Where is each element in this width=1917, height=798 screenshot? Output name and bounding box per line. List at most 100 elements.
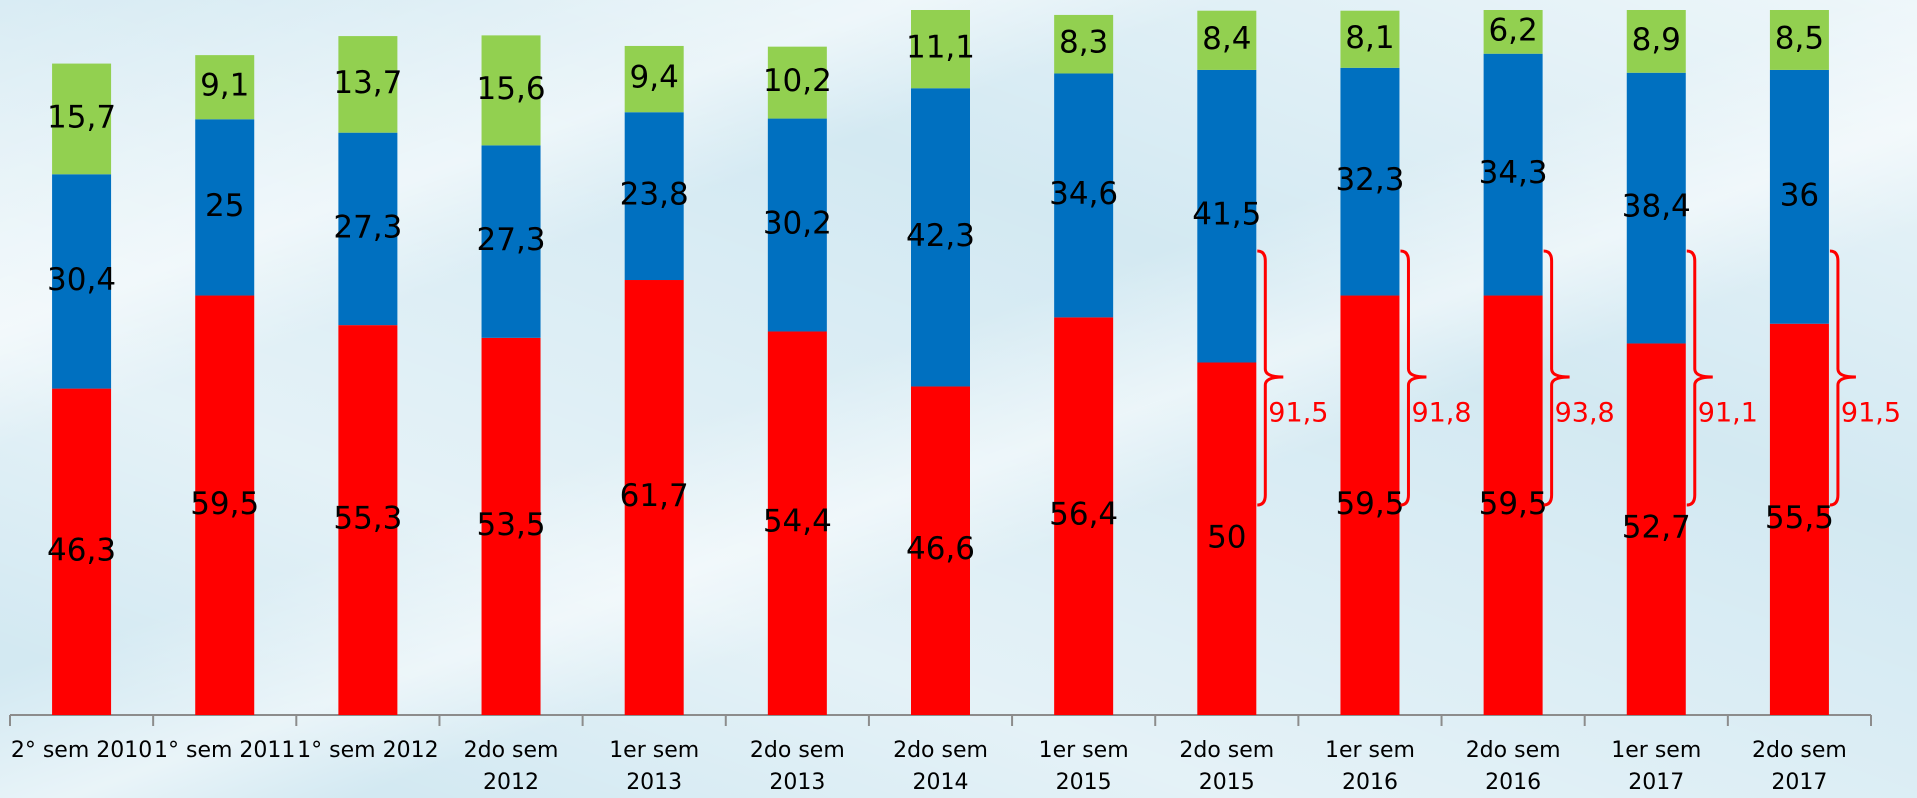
bar-segment bbox=[1483, 10, 1543, 54]
bar-segment bbox=[1769, 323, 1829, 715]
bracket bbox=[1829, 249, 1856, 507]
x-tick-label: 2do sem 2013 bbox=[750, 738, 845, 795]
data-label: 8,3 bbox=[1059, 25, 1108, 61]
data-label: 55,5 bbox=[1765, 500, 1834, 536]
data-label: 34,6 bbox=[1049, 176, 1118, 212]
x-tick-label: 2do sem 2016 bbox=[1466, 738, 1561, 795]
bar-segment bbox=[1626, 343, 1686, 715]
data-label: 6,2 bbox=[1488, 12, 1537, 48]
x-tick-label: 2do sem 2017 bbox=[1752, 738, 1847, 795]
bracket-label: 93,8 bbox=[1555, 398, 1615, 429]
bar-segment bbox=[1626, 72, 1686, 344]
bar-segment bbox=[624, 280, 684, 715]
data-label: 30,4 bbox=[47, 262, 116, 298]
data-label: 27,3 bbox=[477, 222, 546, 258]
bar-segment bbox=[1340, 67, 1400, 296]
bar-segment bbox=[1483, 295, 1543, 715]
data-label: 42,3 bbox=[906, 218, 975, 254]
data-label: 32,3 bbox=[1335, 162, 1404, 198]
bracket-label: 91,5 bbox=[1268, 398, 1328, 429]
bar-segment bbox=[195, 295, 255, 715]
data-label: 59,5 bbox=[190, 486, 259, 522]
data-label: 36 bbox=[1780, 177, 1819, 213]
x-tick-label: 2do sem 2015 bbox=[1179, 738, 1274, 795]
bar-segment bbox=[1340, 10, 1400, 68]
data-label: 56,4 bbox=[1049, 497, 1118, 533]
data-label: 53,5 bbox=[477, 507, 546, 543]
data-label: 55,3 bbox=[333, 501, 402, 537]
bar-segment bbox=[1054, 317, 1114, 715]
bar-segment bbox=[195, 119, 255, 296]
data-label: 46,6 bbox=[906, 531, 975, 567]
bar-segment bbox=[1197, 69, 1257, 363]
bar-segment bbox=[1197, 362, 1257, 715]
data-label: 59,5 bbox=[1335, 486, 1404, 522]
data-label: 8,4 bbox=[1202, 21, 1251, 57]
bar-segment bbox=[911, 88, 970, 387]
bracket-label: 91,1 bbox=[1698, 398, 1758, 429]
data-label: 15,7 bbox=[47, 99, 116, 135]
data-label: 15,6 bbox=[477, 71, 546, 107]
bar-segment bbox=[52, 388, 112, 715]
bar-segment bbox=[1054, 73, 1114, 318]
data-label: 9,4 bbox=[630, 60, 679, 96]
bar-segment bbox=[338, 325, 398, 715]
data-label: 59,5 bbox=[1479, 486, 1548, 522]
data-label: 25 bbox=[205, 188, 244, 224]
x-tick-label: 1er sem 2013 bbox=[609, 738, 699, 795]
bracket-label: 91,8 bbox=[1411, 398, 1471, 429]
bar-segment bbox=[624, 45, 684, 113]
x-tick-label: 2do sem 2014 bbox=[893, 738, 988, 795]
bar-segment bbox=[481, 145, 541, 338]
x-tick-label: 1° sem 2012 bbox=[297, 738, 438, 763]
x-tick-label: 1er sem 2015 bbox=[1039, 738, 1129, 795]
bar-segment bbox=[52, 174, 112, 389]
data-label: 46,3 bbox=[47, 532, 116, 568]
data-label: 52,7 bbox=[1622, 510, 1691, 546]
bar-segment bbox=[338, 36, 398, 133]
data-label: 8,1 bbox=[1345, 20, 1394, 56]
bar-segment bbox=[195, 55, 255, 120]
data-label: 34,3 bbox=[1479, 155, 1548, 191]
bar-segment bbox=[911, 10, 970, 89]
bracket bbox=[1686, 249, 1713, 507]
data-label: 30,2 bbox=[763, 206, 832, 242]
bracket bbox=[1543, 249, 1570, 507]
x-tick-label: 2do sem 2012 bbox=[464, 738, 559, 795]
data-label: 41,5 bbox=[1192, 197, 1261, 233]
data-label: 50 bbox=[1207, 519, 1246, 555]
bracket bbox=[1400, 249, 1427, 507]
x-tick-label: 2° sem 2010 bbox=[11, 738, 152, 763]
x-tick-label: 1er sem 2017 bbox=[1611, 738, 1701, 795]
bar-segment bbox=[1626, 10, 1686, 73]
data-label: 8,5 bbox=[1775, 20, 1824, 56]
x-tick-label: 1° sem 2011 bbox=[154, 738, 295, 763]
data-label: 9,1 bbox=[200, 68, 249, 104]
bar-segment bbox=[1483, 53, 1543, 296]
x-tick-label: 1er sem 2016 bbox=[1325, 738, 1415, 795]
bar-segment bbox=[338, 132, 398, 326]
bar-segment bbox=[1197, 10, 1257, 70]
data-label: 10,2 bbox=[763, 63, 832, 99]
bar-segment bbox=[481, 337, 541, 715]
bar-segment bbox=[1769, 10, 1829, 70]
data-label: 61,7 bbox=[620, 478, 689, 514]
bracket bbox=[1257, 249, 1284, 507]
data-label: 27,3 bbox=[333, 209, 402, 245]
bar-segment bbox=[52, 63, 112, 175]
bar-segment bbox=[1340, 295, 1400, 715]
bar-segment bbox=[624, 112, 684, 281]
bar-segment bbox=[1769, 69, 1829, 324]
data-label: 8,9 bbox=[1632, 22, 1681, 58]
bar-segment bbox=[767, 118, 827, 332]
data-label: 13,7 bbox=[333, 65, 402, 101]
bar-segment bbox=[767, 331, 827, 715]
data-label: 38,4 bbox=[1622, 189, 1691, 225]
data-label: 54,4 bbox=[763, 504, 832, 540]
bar-segment bbox=[911, 386, 970, 715]
data-label: 11,1 bbox=[906, 30, 975, 66]
bar-segment bbox=[1054, 14, 1114, 74]
bar-segment bbox=[767, 46, 827, 119]
